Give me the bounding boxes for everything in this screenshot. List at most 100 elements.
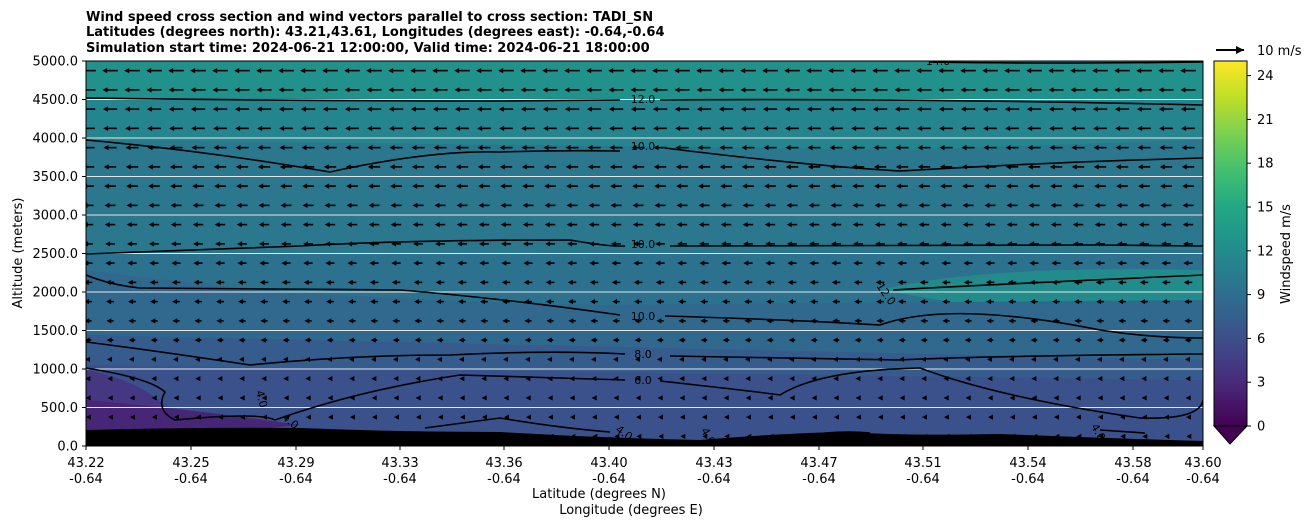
wind-vector (102, 106, 108, 112)
wind-vector (478, 183, 484, 189)
wind-vector (765, 260, 771, 266)
wind-vector (504, 414, 510, 420)
wind-vector (674, 68, 680, 74)
wind-vector (148, 183, 154, 189)
wind-vector (1004, 106, 1010, 112)
wind-vector (986, 337, 992, 343)
wind-vector (322, 106, 328, 112)
wind-vector (828, 68, 834, 74)
wind-vector (102, 68, 108, 74)
wind-vector (105, 241, 111, 247)
wind-vector (721, 279, 727, 285)
wind-vector (1027, 125, 1033, 131)
wind-vector (324, 183, 330, 189)
wind-vector (326, 337, 332, 343)
wind-vector (522, 222, 528, 228)
wind-vector (920, 337, 926, 343)
wind-vector (633, 279, 639, 285)
wind-vector (283, 376, 289, 382)
wind-vector (150, 337, 156, 343)
wind-vector (195, 395, 201, 401)
wind-vector (1159, 145, 1165, 151)
wind-vector (745, 376, 751, 382)
wind-vector (433, 164, 439, 170)
wind-vector (149, 241, 155, 247)
colorbar-gradient (1213, 60, 1248, 427)
x-tick-label-lat: 43.22 (67, 456, 104, 471)
wind-vector (764, 183, 770, 189)
wind-vector (741, 125, 747, 131)
wind-vector (367, 164, 373, 170)
wind-vector (986, 318, 992, 324)
wind-vector (807, 125, 813, 131)
wind-vector (192, 222, 198, 228)
wind-vector (1095, 279, 1101, 285)
wind-vector (194, 299, 200, 305)
wind-vector (743, 260, 749, 266)
wind-vector (191, 125, 197, 131)
wind-vector (215, 279, 221, 285)
wind-vector (656, 318, 662, 324)
wind-vector (963, 279, 969, 285)
x-tick-label-lon: -0.64 (906, 472, 940, 487)
wind-vector (894, 87, 900, 93)
wind-vector (458, 318, 464, 324)
wind-vector (545, 260, 551, 266)
wind-vector (1161, 260, 1167, 266)
wind-vector (700, 337, 706, 343)
wind-vector (282, 337, 288, 343)
wind-vector (830, 222, 836, 228)
wind-vector (86, 299, 90, 305)
wind-vector (1118, 337, 1124, 343)
wind-vector (148, 222, 154, 228)
wind-vector (501, 241, 507, 247)
wind-vector (1162, 318, 1168, 324)
wind-vector (1162, 337, 1168, 343)
wind-vector (547, 395, 553, 401)
wind-vector (106, 299, 112, 305)
wind-vector (260, 337, 266, 343)
contour-label: 12.0 (631, 93, 656, 106)
wind-vector (257, 164, 263, 170)
wind-vector (413, 241, 419, 247)
wind-vector (1006, 202, 1012, 208)
wind-vector (476, 68, 482, 74)
wind-vector (1049, 164, 1055, 170)
wind-vector (632, 183, 638, 189)
wind-vector (920, 318, 926, 324)
wind-vector (742, 222, 748, 228)
wind-vector (588, 222, 594, 228)
wind-vector (305, 395, 311, 401)
wind-vector (435, 279, 441, 285)
wind-vector (899, 395, 905, 401)
wind-vector (872, 87, 878, 93)
wind-vector (940, 183, 946, 189)
wind-vector (413, 279, 419, 285)
wind-vector (1180, 68, 1186, 74)
wind-vector (921, 376, 927, 382)
chart-title-line-1: Wind speed cross section and wind vector… (86, 10, 653, 25)
wind-vector (498, 68, 504, 74)
wind-vector (1096, 318, 1102, 324)
wind-vector (589, 279, 595, 285)
wind-vector (305, 376, 311, 382)
wind-vector (984, 183, 990, 189)
wind-vector (658, 414, 664, 420)
wind-vector (564, 106, 570, 112)
wind-vector (525, 356, 531, 362)
wind-vector (742, 202, 748, 208)
wind-vector (81, 107, 86, 112)
wind-vector (392, 337, 398, 343)
wind-vector (702, 433, 708, 439)
wind-vector (190, 106, 196, 112)
wind-vector (1028, 202, 1034, 208)
wind-vector (852, 202, 858, 208)
wind-vector (1074, 337, 1080, 343)
wind-vector (371, 376, 377, 382)
wind-vector (302, 202, 308, 208)
wind-vector (282, 318, 288, 324)
wind-vector (1005, 145, 1011, 151)
wind-vector (369, 279, 375, 285)
wind-vector (236, 222, 242, 228)
wind-vector (833, 395, 839, 401)
